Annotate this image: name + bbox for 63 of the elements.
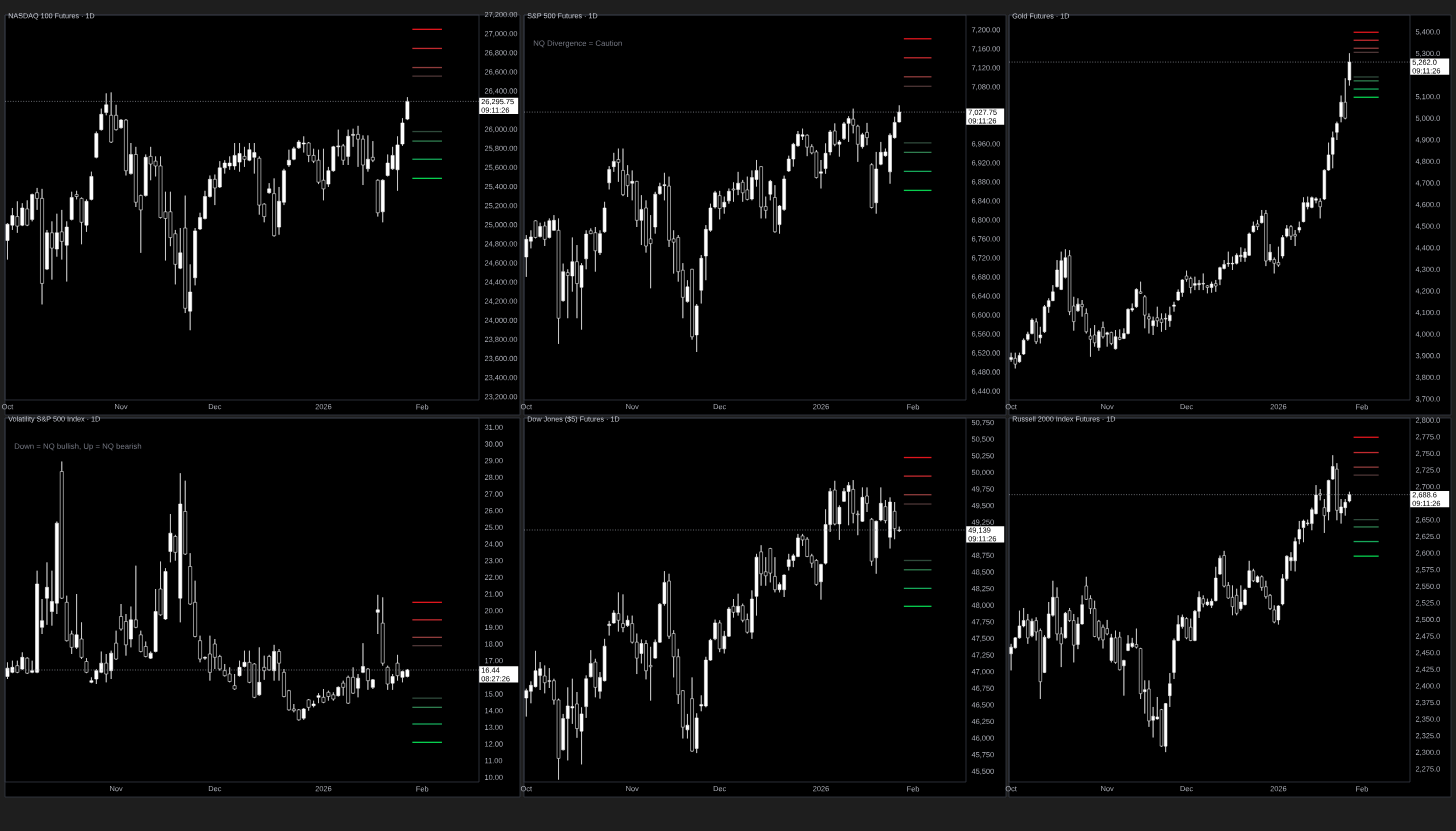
candlestick	[1205, 598, 1210, 607]
candlestick	[1230, 585, 1235, 616]
candlestick	[375, 594, 380, 635]
candlestick	[1264, 209, 1268, 267]
candlestick	[1126, 634, 1130, 652]
candlestick	[193, 227, 197, 286]
candlestick	[380, 597, 385, 666]
candlestick	[593, 226, 598, 272]
candlestick	[89, 677, 94, 684]
candlestick	[699, 254, 704, 304]
candlestick	[1134, 628, 1139, 649]
candlestick	[717, 619, 722, 653]
candlestick	[1301, 519, 1306, 543]
candlestick	[584, 675, 588, 719]
candlestick	[542, 221, 547, 247]
candlestick	[768, 179, 773, 201]
candlestick	[607, 620, 611, 636]
candlestick	[658, 182, 662, 195]
candlestick	[84, 657, 89, 674]
candlestick	[405, 96, 410, 121]
candlestick	[1247, 560, 1251, 589]
candlestick	[1088, 328, 1093, 358]
candlestick	[267, 182, 272, 194]
candlestick	[1168, 306, 1172, 328]
candlestick	[104, 93, 109, 116]
candlestick	[1193, 276, 1197, 291]
candlestick	[1209, 281, 1214, 293]
candlestick	[1255, 219, 1260, 231]
candlestick	[94, 131, 99, 159]
candlestick	[45, 562, 49, 626]
candlestick	[1013, 352, 1017, 369]
candlestick	[1201, 273, 1205, 291]
candlestick	[237, 660, 242, 677]
candlestick	[1059, 251, 1063, 291]
candlestick	[717, 190, 722, 220]
candlestick	[556, 218, 561, 345]
candlestick	[607, 165, 611, 190]
candlestick	[786, 553, 791, 571]
candlestick	[616, 592, 621, 632]
candlestick	[1301, 196, 1306, 223]
candlestick	[1034, 318, 1038, 345]
candlestick	[1226, 251, 1230, 268]
candlestick	[1276, 605, 1281, 625]
candlestick	[1113, 329, 1118, 350]
candlestick	[1172, 301, 1176, 312]
candlestick	[89, 171, 94, 201]
candlestick	[74, 190, 79, 200]
candlestick	[291, 146, 296, 161]
candlestick	[109, 92, 114, 144]
candlestick	[524, 234, 529, 278]
candlestick	[301, 707, 306, 721]
candlestick	[69, 191, 74, 221]
candlestick	[99, 108, 104, 131]
candlestick	[232, 673, 237, 691]
candlestick	[1239, 247, 1243, 263]
candlestick	[380, 179, 385, 223]
candlestick	[287, 149, 291, 168]
candlestick	[1310, 196, 1314, 209]
candlestick	[768, 547, 773, 583]
candlestick	[542, 665, 547, 694]
candlestick	[1184, 616, 1189, 640]
candlestick	[846, 481, 851, 526]
candlestick	[653, 191, 657, 234]
